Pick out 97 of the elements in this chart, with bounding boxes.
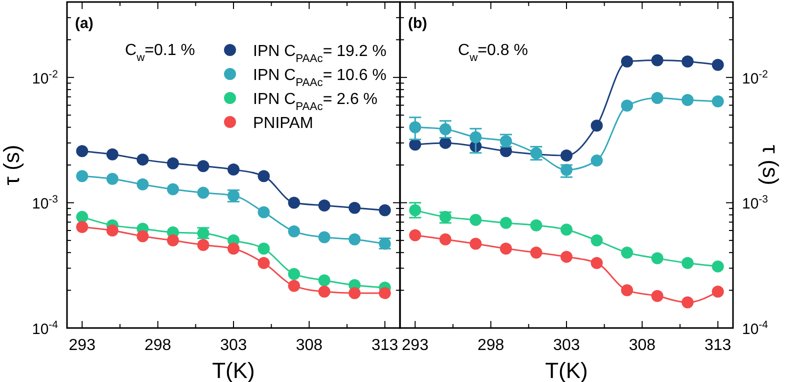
point xyxy=(590,257,603,270)
annotation: C$_{w}$=0.8 % xyxy=(458,42,528,64)
point xyxy=(470,238,482,250)
point xyxy=(288,280,300,292)
point xyxy=(76,210,88,223)
point xyxy=(409,121,422,134)
point xyxy=(166,183,179,196)
point xyxy=(560,224,572,236)
x-tick-label: 293 xyxy=(402,337,429,354)
annotation: C$_{w}$=0.1 % xyxy=(125,42,195,64)
point xyxy=(318,231,330,244)
x-tick-label: 303 xyxy=(553,337,580,354)
point xyxy=(76,220,88,233)
x-tick-label: 308 xyxy=(628,337,656,354)
point xyxy=(288,268,300,280)
point xyxy=(197,160,210,172)
x-tick-label: 293 xyxy=(68,337,96,354)
point xyxy=(590,120,603,132)
point xyxy=(288,196,300,209)
point xyxy=(470,131,482,144)
point xyxy=(409,229,422,242)
y-tick-label: 10$^{-2}$ xyxy=(32,68,58,88)
point xyxy=(228,164,240,176)
point xyxy=(500,216,512,229)
point xyxy=(621,100,634,112)
point xyxy=(228,242,240,255)
point xyxy=(682,56,694,68)
point xyxy=(76,145,88,158)
x-tick-label: 308 xyxy=(296,337,323,354)
point xyxy=(560,150,572,162)
point xyxy=(651,252,664,264)
point xyxy=(166,157,179,170)
point xyxy=(439,233,452,246)
annotation: (b) xyxy=(408,15,428,32)
point xyxy=(682,94,694,106)
point xyxy=(318,274,330,286)
legend-label: IPN C$_{PAAc}$= 10.6 % xyxy=(253,67,386,89)
point xyxy=(258,206,270,218)
point xyxy=(712,260,724,272)
point xyxy=(318,200,330,212)
point xyxy=(500,242,512,255)
point xyxy=(348,233,361,246)
point xyxy=(560,250,572,263)
point xyxy=(682,257,694,270)
point xyxy=(590,234,603,246)
point xyxy=(258,257,270,270)
y-tick-label: 10$^{-3}$ xyxy=(32,194,58,213)
point xyxy=(378,287,391,300)
point xyxy=(258,170,270,182)
point xyxy=(530,246,542,259)
x-tick-label: 313 xyxy=(704,337,732,354)
point xyxy=(106,224,118,237)
y-axis-title: τ (s) xyxy=(758,144,783,186)
x-tick-label: 298 xyxy=(477,337,504,354)
point xyxy=(166,234,179,246)
point xyxy=(409,204,422,216)
point xyxy=(106,172,118,185)
point xyxy=(590,154,603,167)
point xyxy=(258,242,270,255)
point xyxy=(621,246,634,259)
y-tick-label: 10$^{-2}$ xyxy=(742,68,768,88)
y-axis-title: τ (s) xyxy=(0,144,24,186)
point xyxy=(712,95,724,108)
point xyxy=(348,202,361,214)
point xyxy=(651,92,664,104)
point xyxy=(136,154,149,166)
legend-label: IPN C$_{PAAc}$= 2.6 % xyxy=(253,91,378,113)
point xyxy=(197,238,210,251)
y-tick-label: 10$^{-4}$ xyxy=(742,319,768,338)
point xyxy=(651,54,664,66)
point xyxy=(409,138,422,151)
point xyxy=(530,219,542,232)
point xyxy=(106,148,118,160)
point xyxy=(136,230,149,242)
point xyxy=(651,290,664,302)
y-tick-label: 10$^{-3}$ xyxy=(742,194,768,213)
x-tick-label: 313 xyxy=(372,337,398,354)
point xyxy=(470,214,482,226)
point xyxy=(288,225,300,238)
legend-label: IPN C$_{PAAc}$= 19.2 % xyxy=(253,43,386,65)
point xyxy=(621,284,634,296)
point xyxy=(76,170,88,182)
point xyxy=(712,286,724,298)
point xyxy=(136,178,149,190)
point xyxy=(682,296,694,308)
x-tick-label: 303 xyxy=(220,337,247,354)
point xyxy=(378,204,391,216)
point xyxy=(348,287,361,300)
point xyxy=(439,123,452,136)
y-tick-label: 10$^{-4}$ xyxy=(32,319,58,338)
legend-label: PNIPAM xyxy=(253,115,314,132)
annotation: (a) xyxy=(75,15,94,32)
point xyxy=(621,56,634,68)
point xyxy=(318,286,330,298)
x-tick-label: 298 xyxy=(144,337,172,354)
point xyxy=(197,186,210,199)
point xyxy=(712,58,724,71)
